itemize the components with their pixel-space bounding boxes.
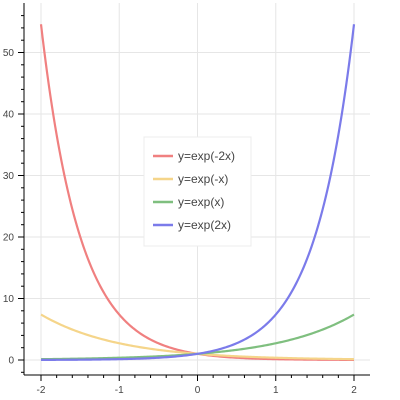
legend[interactable]: y=exp(-2x) y=exp(-x) y=exp(x) y=exp(2x) xyxy=(143,136,252,247)
y-tick-label: 0 xyxy=(8,356,14,367)
x-tick-label: -1 xyxy=(115,385,124,396)
y-tick-label: 10 xyxy=(3,294,15,305)
series-lines xyxy=(39,24,356,361)
x-tick-label: 1 xyxy=(273,385,279,396)
legend-label[interactable]: y=exp(x) xyxy=(178,195,224,209)
y-tick-label: 50 xyxy=(3,48,15,59)
x-tick-label: -2 xyxy=(37,385,46,396)
x-tick-label: 2 xyxy=(351,385,357,396)
y-tick-label: 20 xyxy=(3,233,15,244)
y-tick-label: 40 xyxy=(3,110,15,121)
legend-label[interactable]: y=exp(2x) xyxy=(178,218,231,232)
series-line-3 xyxy=(40,24,356,361)
legend-label[interactable]: y=exp(-2x) xyxy=(178,149,235,163)
x-tick-label: 0 xyxy=(195,385,201,396)
y-tick-label: 30 xyxy=(3,171,15,182)
legend-label[interactable]: y=exp(-x) xyxy=(178,172,228,186)
